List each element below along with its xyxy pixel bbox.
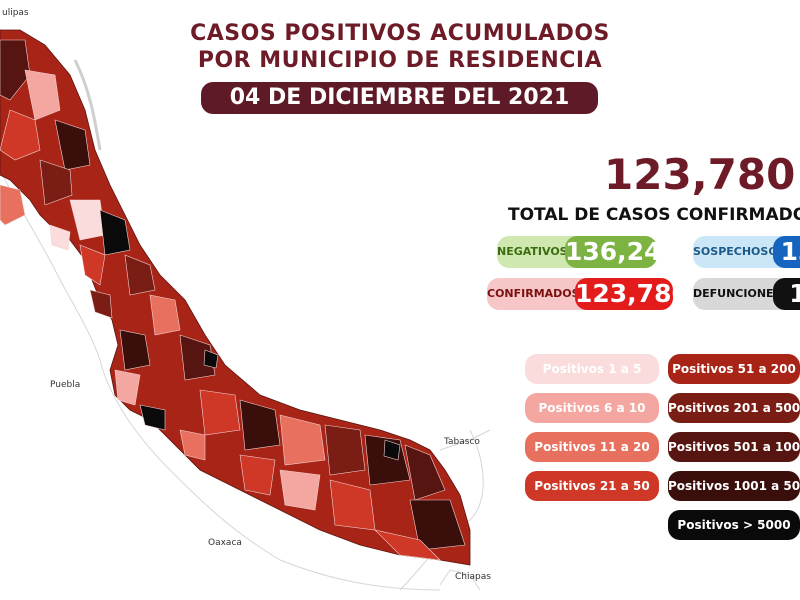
legend-item-11-20: Positivos 11 a 20 — [525, 432, 659, 462]
negativos-stat: NEGATIVOS 136,247 — [497, 236, 679, 268]
neighbor-states-outline — [0, 169, 491, 591]
defunciones-label: DEFUNCIONES — [693, 287, 782, 300]
sospechosos-value: 13 — [773, 236, 800, 268]
legend-item-201-500: Positivos 201 a 500 — [668, 393, 800, 423]
sospechosos-stat: SOSPECHOSOS 13 — [693, 236, 800, 268]
confirmados-label: CONFIRMADOS — [487, 287, 580, 300]
negativos-label: NEGATIVOS — [497, 245, 568, 258]
legend-item-51-200: Positivos 51 a 200 — [668, 354, 800, 384]
map-label-tabasco: Tabasco — [444, 437, 480, 447]
map-label-oaxaca: Oaxaca — [208, 538, 242, 548]
confirmados-stat: CONFIRMADOS 123,780 — [487, 278, 689, 310]
defunciones-stat: DEFUNCIONES 1 — [693, 278, 800, 310]
legend-item-1-5: Positivos 1 a 5 — [525, 354, 659, 384]
confirmados-value: 123,780 — [575, 278, 689, 310]
total-cases-label: TOTAL DE CASOS CONFIRMADOS — [508, 205, 800, 225]
defunciones-value: 1 — [773, 278, 800, 310]
page-title-line2: POR MUNICIPIO DE RESIDENCIA — [197, 48, 603, 73]
municipios — [0, 39, 466, 561]
legend-item-over-5000: Positivos > 5000 — [668, 510, 800, 540]
legend-item-6-10: Positivos 6 a 10 — [525, 393, 659, 423]
total-cases-number: 123,780 — [604, 150, 796, 199]
negativos-value: 136,247 — [565, 236, 679, 268]
coastline-lagoon — [73, 59, 102, 151]
legend-item-501-1000: Positivos 501 a 1000 — [668, 432, 800, 462]
map-label-tamaulipas: ulipas — [2, 8, 29, 18]
sospechosos-label: SOSPECHOSOS — [693, 245, 786, 258]
legend-item-21-50: Positivos 21 a 50 — [525, 471, 659, 501]
date-banner: 04 DE DICIEMBRE DEL 2021 — [201, 82, 598, 114]
page-title-line1: CASOS POSITIVOS ACUMULADOS — [190, 21, 610, 46]
map-label-chiapas: Chiapas — [455, 572, 491, 582]
map-label-puebla: Puebla — [50, 380, 81, 390]
legend-item-1001-5000: Positivos 1001 a 5000 — [668, 471, 800, 501]
